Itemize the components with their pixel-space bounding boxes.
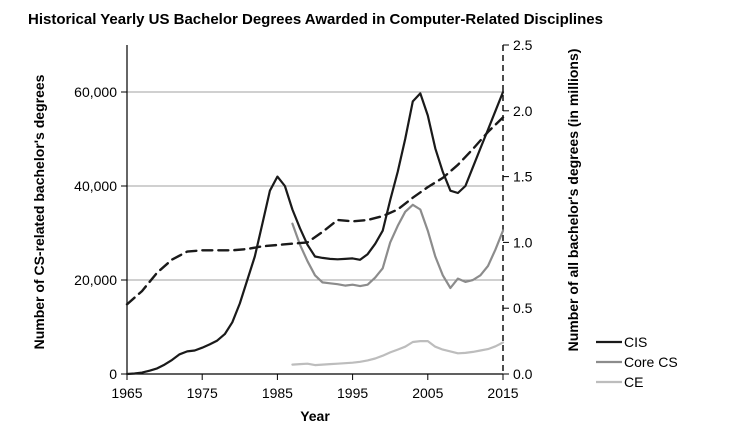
y2-tick-label: 2.5	[513, 37, 533, 53]
y-tick-label: 0	[109, 366, 117, 382]
series-lines	[125, 90, 505, 376]
x-tick-label: 2005	[412, 385, 443, 401]
series-line-cis	[125, 90, 505, 376]
y2-tick-label: 2.0	[513, 103, 533, 119]
x-tick-label: 1975	[187, 385, 218, 401]
y-axis-label: Number of CS-related bachelor's degrees	[31, 74, 47, 349]
legend: CIS Core CS CE	[596, 334, 678, 390]
x-axis-label: Year	[300, 408, 330, 424]
y2-tick-label: 1.5	[513, 169, 533, 185]
y2-axis-label: Number of all bachelor's degrees (in mil…	[565, 49, 581, 352]
y-tick-label: 60,000	[74, 84, 117, 100]
y-tick-label: 20,000	[74, 272, 117, 288]
legend-label: CIS	[624, 334, 647, 350]
legend-label: CE	[624, 374, 643, 390]
x-tick-label: 1985	[262, 385, 293, 401]
series-line-all-degrees	[125, 116, 505, 306]
chart-title: Historical Yearly US Bachelor Degrees Aw…	[28, 11, 603, 28]
series-line-core-cs	[291, 203, 505, 290]
axes: 0 20,000 40,000 60,000 0.0 0.5 1.0 1.5 2.0 2.5 196…	[74, 37, 533, 401]
x-tick-label: 1995	[337, 385, 368, 401]
legend-label: Core CS	[624, 354, 678, 370]
y2-tick-label: 1.0	[513, 234, 533, 250]
y2-tick-label: 0.0	[513, 366, 533, 382]
gridlines	[127, 91, 503, 281]
series-line-ce	[291, 340, 505, 367]
y2-tick-label: 0.5	[513, 300, 533, 316]
x-tick-label: 1965	[111, 385, 142, 401]
x-tick-label: 2015	[487, 385, 518, 401]
y-tick-label: 40,000	[74, 178, 117, 194]
